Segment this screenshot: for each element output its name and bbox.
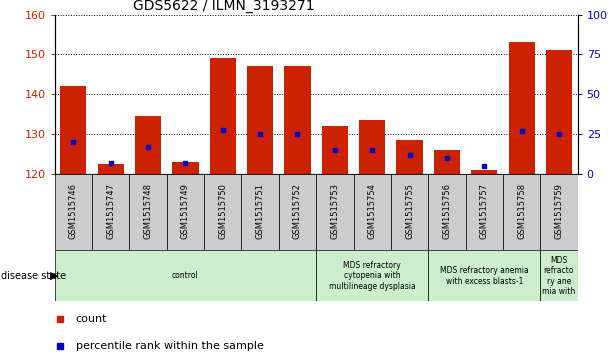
Bar xyxy=(546,50,572,174)
Bar xyxy=(60,86,86,174)
Text: GSM1515750: GSM1515750 xyxy=(218,183,227,239)
Text: MDS refractory anemia
with excess blasts-1: MDS refractory anemia with excess blasts… xyxy=(440,266,528,286)
Bar xyxy=(322,126,348,174)
Text: GSM1515746: GSM1515746 xyxy=(69,183,78,239)
Text: GSM1515756: GSM1515756 xyxy=(443,183,451,239)
Bar xyxy=(135,116,161,174)
Bar xyxy=(466,174,503,250)
Text: percentile rank within the sample: percentile rank within the sample xyxy=(75,341,263,351)
Bar xyxy=(204,174,241,250)
Text: MDS
refracto
ry ane
mia with: MDS refracto ry ane mia with xyxy=(542,256,576,296)
Bar xyxy=(55,250,316,301)
Bar xyxy=(353,174,391,250)
Text: GSM1515754: GSM1515754 xyxy=(368,183,377,239)
Text: GSM1515759: GSM1515759 xyxy=(554,183,564,239)
Bar xyxy=(396,140,423,174)
Bar xyxy=(55,174,92,250)
Bar xyxy=(167,174,204,250)
Bar xyxy=(541,174,578,250)
Bar xyxy=(428,174,466,250)
Text: GSM1515752: GSM1515752 xyxy=(293,183,302,239)
Bar xyxy=(428,250,541,301)
Text: MDS refractory
cytopenia with
multilineage dysplasia: MDS refractory cytopenia with multilinea… xyxy=(329,261,415,291)
Text: GSM1515747: GSM1515747 xyxy=(106,183,116,239)
Text: GSM1515757: GSM1515757 xyxy=(480,183,489,239)
Text: GSM1515755: GSM1515755 xyxy=(405,183,414,239)
Bar xyxy=(434,150,460,174)
Bar xyxy=(241,174,279,250)
Bar xyxy=(316,174,353,250)
Text: ▶: ▶ xyxy=(50,271,59,281)
Text: GDS5622 / ILMN_3193271: GDS5622 / ILMN_3193271 xyxy=(133,0,315,13)
Bar xyxy=(279,174,316,250)
Bar xyxy=(316,250,428,301)
Bar xyxy=(247,66,273,174)
Text: GSM1515748: GSM1515748 xyxy=(143,183,153,239)
Bar xyxy=(508,42,534,174)
Bar xyxy=(285,66,311,174)
Text: disease state: disease state xyxy=(1,271,66,281)
Bar xyxy=(471,170,497,174)
Bar xyxy=(130,174,167,250)
Bar xyxy=(210,58,236,174)
Bar xyxy=(92,174,130,250)
Bar xyxy=(391,174,428,250)
Bar xyxy=(503,174,541,250)
Bar xyxy=(359,121,385,174)
Bar xyxy=(541,250,578,301)
Text: count: count xyxy=(75,314,107,323)
Text: GSM1515753: GSM1515753 xyxy=(330,183,339,239)
Bar xyxy=(98,164,124,174)
Text: GSM1515758: GSM1515758 xyxy=(517,183,526,239)
Text: GSM1515751: GSM1515751 xyxy=(255,183,264,239)
Bar xyxy=(173,162,198,174)
Text: GSM1515749: GSM1515749 xyxy=(181,183,190,239)
Text: control: control xyxy=(172,272,199,280)
